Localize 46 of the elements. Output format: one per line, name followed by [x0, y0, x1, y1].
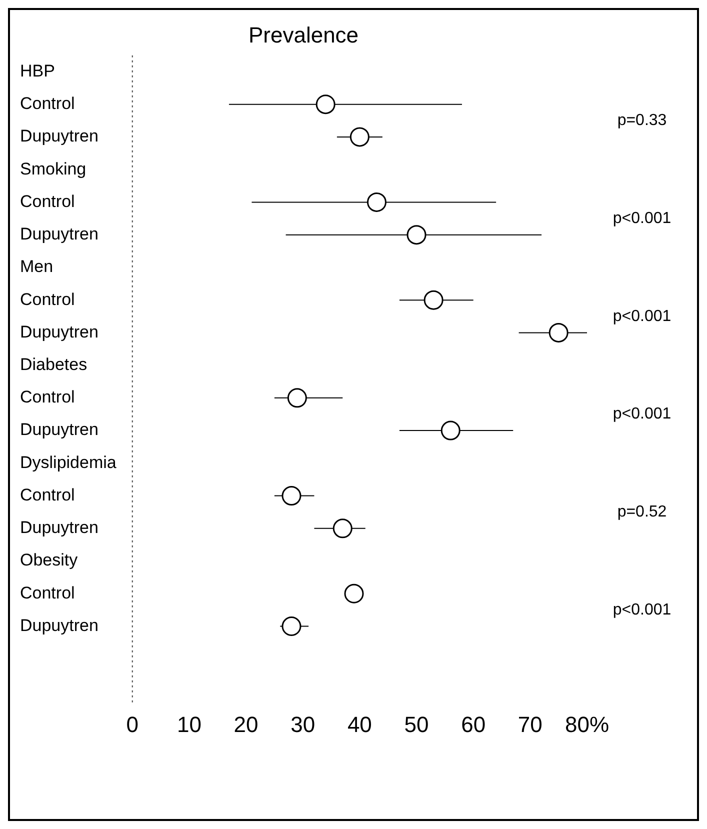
y-tick-label: Dupuytren — [20, 322, 98, 342]
point — [282, 486, 302, 506]
text: p<0.001 — [612, 210, 672, 227]
text: p<0.001 — [612, 406, 672, 423]
point — [350, 127, 370, 147]
x-tick-label: 50 — [404, 712, 429, 737]
y-tick-label: Diabetes — [20, 355, 88, 374]
y-tick-label: Control — [20, 192, 75, 211]
y-tick-label: Dupuytren — [20, 616, 98, 635]
point — [548, 322, 568, 342]
point — [287, 388, 307, 408]
x-tick-label: 10 — [176, 712, 202, 737]
y-tick-label: Dupuytren — [20, 126, 98, 146]
x-tick-label: 80% — [564, 712, 610, 737]
text: p=0.33 — [617, 112, 667, 130]
x-tick-label: 30 — [290, 712, 316, 737]
y-tick-label: Control — [20, 388, 75, 407]
y-tick-label: Control — [20, 583, 75, 602]
point — [282, 616, 302, 636]
y-tick-label: Dupuytren — [20, 518, 98, 538]
text: p<0.001 — [612, 308, 672, 325]
point — [440, 420, 460, 440]
point — [316, 94, 336, 114]
x-tick-label: 20 — [234, 712, 258, 737]
point — [406, 225, 426, 245]
point — [332, 518, 352, 538]
x-tick-label: 40 — [347, 712, 372, 737]
point — [366, 192, 386, 212]
y-tick-label: Smoking — [20, 159, 86, 178]
y-tick-label: Control — [20, 290, 75, 309]
chart-title: Prevalence — [248, 22, 359, 48]
y-tick-label: Men — [20, 257, 54, 276]
y-tick-label: Dupuytren — [20, 420, 98, 440]
x-tick-label: 70 — [518, 712, 542, 737]
y-tick-label: Obesity — [20, 550, 78, 570]
point — [424, 290, 444, 310]
y-tick-label: HBP — [20, 61, 55, 80]
point — [344, 584, 364, 604]
y-tick-label: Dupuytren — [20, 224, 98, 244]
y-tick-label: Control — [20, 485, 75, 504]
y-tick-label: Control — [20, 94, 75, 114]
x-tick-label: 60 — [461, 712, 486, 737]
x-tick-label: 0 — [126, 712, 138, 737]
y-tick-label: Dyslipidemia — [20, 452, 117, 472]
text: p=0.52 — [617, 504, 667, 521]
text: p<0.001 — [612, 601, 672, 618]
